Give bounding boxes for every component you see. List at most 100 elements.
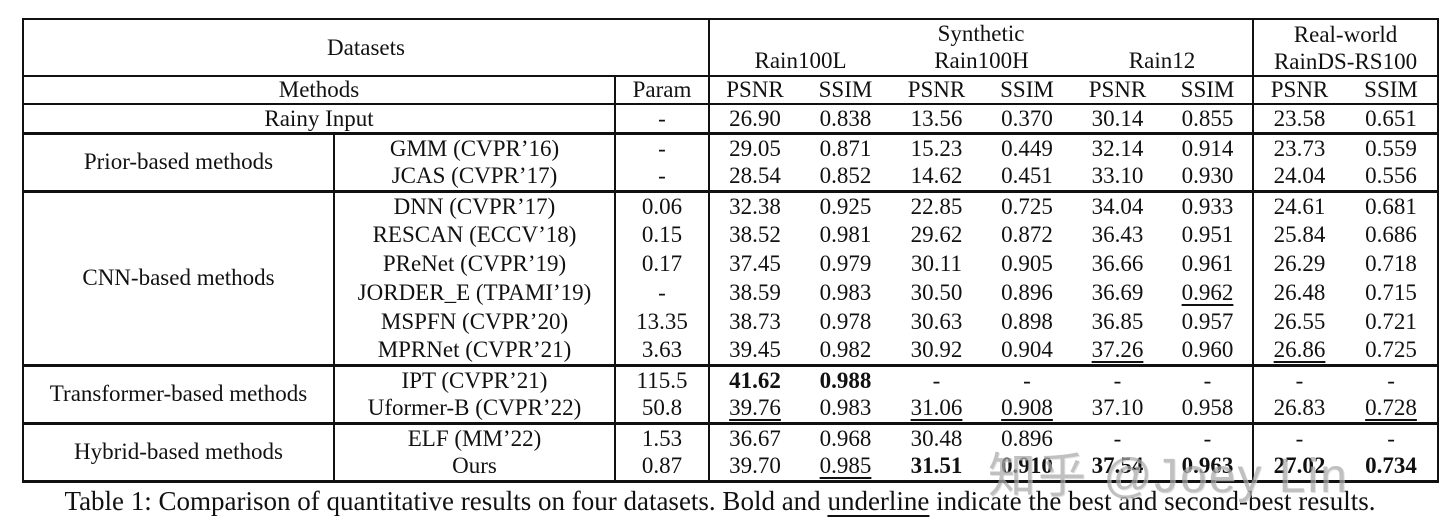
value-cell: 41.62 — [729, 367, 781, 393]
methods-header-cell: Methods — [23, 76, 616, 105]
value-cell: 38.73 — [729, 308, 781, 334]
value-cell: 23.58 — [1253, 104, 1346, 135]
value-cell: 0.721 — [1365, 308, 1417, 334]
value-cell: 0.728 — [1345, 394, 1439, 425]
table-row: Prior-based methods GMM (CVPR’16) -29.05 0.… — [23, 133, 1438, 193]
method-cell: MSPFN (CVPR’20) — [334, 307, 616, 336]
table-body: Rainy Input -26.90 0.838 13.56 0.370 30.14 0.8… — [23, 104, 1439, 483]
method-cell: JCAS (CVPR’17) — [334, 162, 616, 193]
metric-header: SSIM — [1163, 76, 1255, 105]
value-cell: 26.55 — [1273, 308, 1326, 334]
dataset-name-rain12: Rain12 — [1072, 47, 1255, 77]
table-row: MPRNet (CVPR’21) 3.63 39.45 0.982 30.92 0.904… — [23, 336, 1439, 367]
param-cell: 50.8 — [615, 394, 710, 425]
param-cell: - — [615, 278, 710, 307]
value-cell: 32.14 — [1091, 135, 1144, 161]
dataset-name-rain100h: Rain100H — [891, 47, 1072, 77]
value-cell: 0.963 — [1163, 452, 1255, 481]
param-cell: 0.15 — [615, 220, 710, 249]
value-cell: 29.05 — [729, 135, 781, 161]
value-cell: 0.961 — [1163, 249, 1255, 278]
param-cell: 3.63 — [615, 336, 710, 367]
value-cell: 0.451 — [982, 162, 1072, 193]
value-cell: 13.56 — [891, 104, 982, 135]
method-cell: Ours — [334, 452, 616, 481]
value-cell: 0.852 — [800, 162, 891, 193]
metric-header: PSNR — [1253, 76, 1346, 105]
param-header-cell: Param — [615, 76, 710, 105]
realworld-label-line1: Real-world — [1293, 21, 1398, 47]
value-cell: 28.54 — [709, 162, 800, 193]
value-cell: 0.908 — [982, 394, 1072, 425]
value-cell: 36.43 — [1091, 221, 1144, 247]
table-row: MSPFN (CVPR’20) 13.35 38.73 0.978 30.63 0.898… — [23, 307, 1438, 336]
header-row-metrics: Methods Param PSNR SSIM PSNR SSIM PSNR S… — [23, 76, 1439, 105]
value-cell: 0.979 — [819, 250, 872, 276]
value-cell: 23.73 — [1273, 135, 1326, 161]
value-cell: 0.968 — [819, 425, 872, 451]
table-header: Datasets Synthetic Real-world RainDS-RS1… — [23, 19, 1439, 105]
value-cell: 37.45 — [729, 250, 781, 276]
caption-text-before: Table 1: Comparison of quantitative resu… — [64, 486, 828, 516]
synthetic-header-cell: Synthetic — [709, 19, 1255, 47]
method-group-cell: Hybrid-based methods — [23, 423, 335, 483]
metric-header: SSIM — [982, 76, 1072, 105]
header-row-dataset-names: Rain100L Rain100H Rain12 — [23, 47, 1438, 77]
value-cell: 0.978 — [819, 308, 872, 334]
table-row: Transformer-based methods IPT (CVPR’21) 11… — [23, 365, 1438, 425]
value-cell: 0.958 — [1163, 394, 1255, 425]
value-cell: 0.904 — [982, 336, 1072, 367]
value-cell: 0.983 — [800, 394, 891, 425]
value-cell: 37.26 — [1072, 336, 1163, 367]
value-cell: - — [1387, 425, 1395, 451]
method-cell: RESCAN (ECCV’18) — [334, 220, 616, 249]
value-cell: 0.556 — [1345, 162, 1439, 193]
value-cell: 0.985 — [819, 453, 872, 479]
value-cell: 14.62 — [891, 162, 982, 193]
value-cell: 0.910 — [1001, 453, 1053, 479]
method-cell: GMM (CVPR’16) — [334, 133, 616, 162]
value-cell: 39.45 — [709, 336, 800, 367]
table-row: Hybrid-based methods ELF (MM’22) 1.53 36.67… — [23, 423, 1438, 483]
value-cell: 38.52 — [729, 221, 781, 247]
caption-text-after: indicate the best and second-best result… — [929, 486, 1376, 516]
method-group-cell: CNN-based methods — [23, 191, 335, 367]
method-cell: ELF (MM’22) — [334, 423, 616, 452]
value-cell: 0.914 — [1163, 133, 1255, 162]
method-group-cell: Prior-based methods — [23, 133, 335, 193]
value-cell: 39.70 — [729, 453, 781, 479]
value-cell: 0.930 — [1163, 162, 1255, 193]
value-cell: 0.651 — [1345, 104, 1439, 135]
value-cell: 15.23 — [910, 135, 963, 161]
value-cell: 26.90 — [709, 104, 800, 135]
value-cell: 0.896 — [1001, 425, 1053, 451]
value-cell: 26.86 — [1253, 336, 1346, 367]
value-cell: 30.14 — [1072, 104, 1163, 135]
value-cell: 36.69 — [1091, 279, 1144, 305]
value-cell: 0.838 — [800, 104, 891, 135]
method-group-cell: Transformer-based methods — [23, 365, 335, 425]
method-cell: JORDER_E (TPAMI’19) — [334, 278, 616, 307]
value-cell: 0.981 — [819, 221, 872, 247]
value-cell: 0.898 — [1001, 308, 1053, 334]
results-table-wrap: Datasets Synthetic Real-world RainDS-RS1… — [22, 18, 1440, 483]
value-cell: 0.962 — [1163, 278, 1255, 307]
table-caption: Table 1: Comparison of quantitative resu… — [0, 486, 1440, 517]
metric-header: SSIM — [1345, 76, 1439, 105]
value-cell: 34.04 — [1091, 193, 1144, 219]
param-cell: - — [615, 133, 710, 162]
value-cell: 30.48 — [910, 425, 963, 451]
param-cell: - — [615, 162, 710, 193]
value-cell: 30.11 — [911, 250, 962, 276]
method-cell: Uformer-B (CVPR’22) — [334, 394, 616, 425]
value-cell: 27.02 — [1273, 453, 1326, 479]
value-cell: - — [1163, 423, 1255, 452]
table-row: CNN-based methods DNN (CVPR’17) 0.06 32.38 0… — [23, 191, 1438, 367]
results-table: Datasets Synthetic Real-world RainDS-RS1… — [22, 18, 1440, 483]
value-cell: 0.734 — [1365, 453, 1417, 479]
value-cell: 0.983 — [819, 279, 872, 305]
value-cell: 0.725 — [1001, 193, 1053, 219]
value-cell: 0.896 — [1001, 279, 1053, 305]
value-cell: 22.85 — [910, 193, 963, 219]
value-cell: 0.951 — [1163, 220, 1255, 249]
